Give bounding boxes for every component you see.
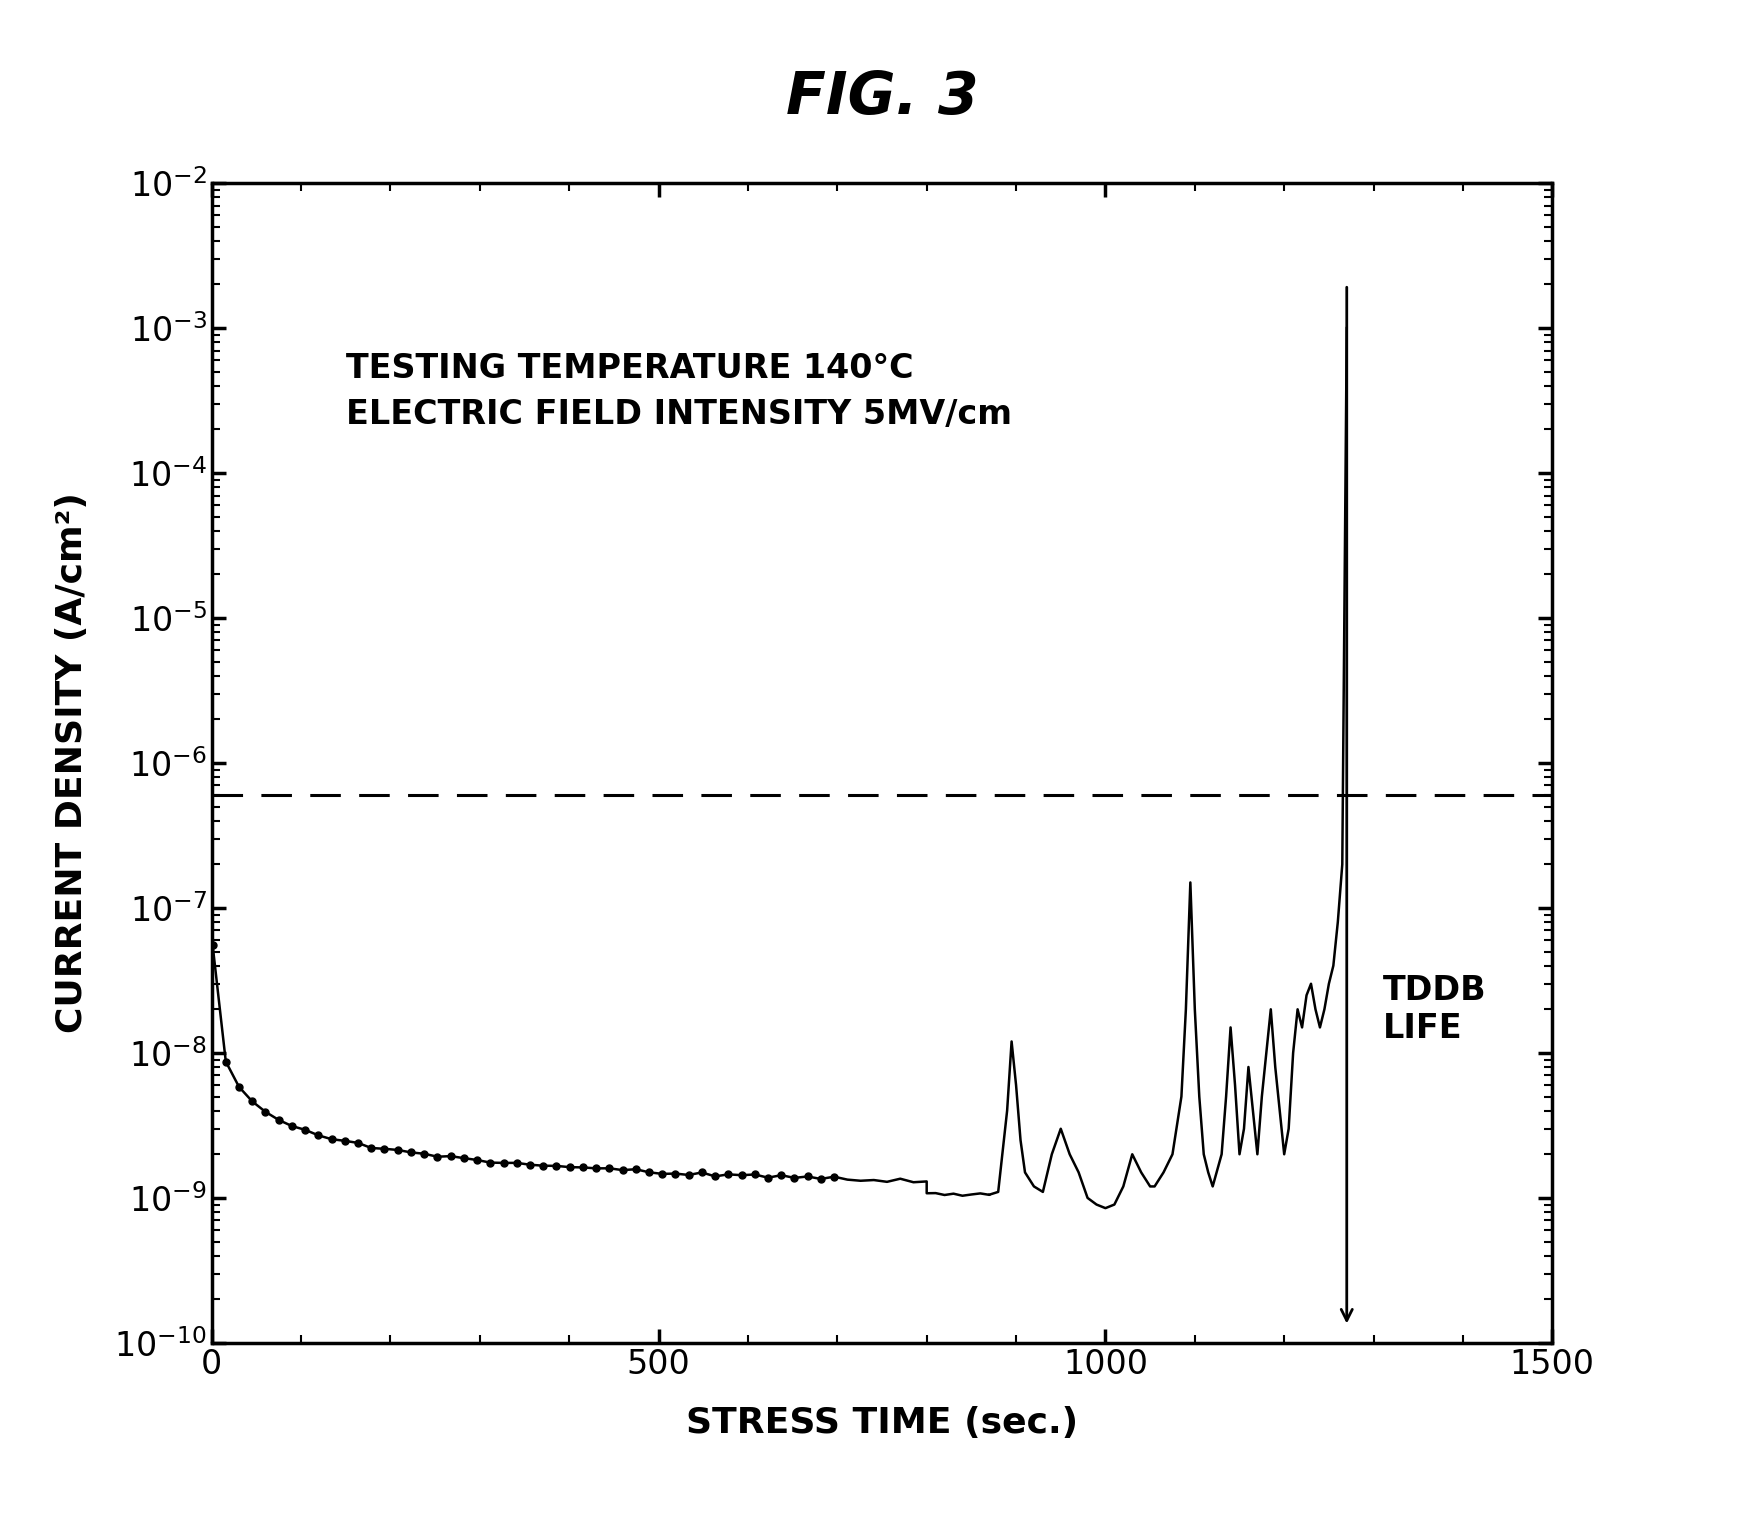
Text: TDDB
LIFE: TDDB LIFE xyxy=(1383,974,1485,1045)
Text: TESTING TEMPERATURE 140°C
ELECTRIC FIELD INTENSITY 5MV/cm: TESTING TEMPERATURE 140°C ELECTRIC FIELD… xyxy=(346,353,1013,432)
Text: FIG. 3: FIG. 3 xyxy=(785,69,979,125)
Y-axis label: CURRENT DENSITY (A/cm²): CURRENT DENSITY (A/cm²) xyxy=(55,493,90,1033)
X-axis label: STRESS TIME (sec.): STRESS TIME (sec.) xyxy=(686,1405,1078,1439)
